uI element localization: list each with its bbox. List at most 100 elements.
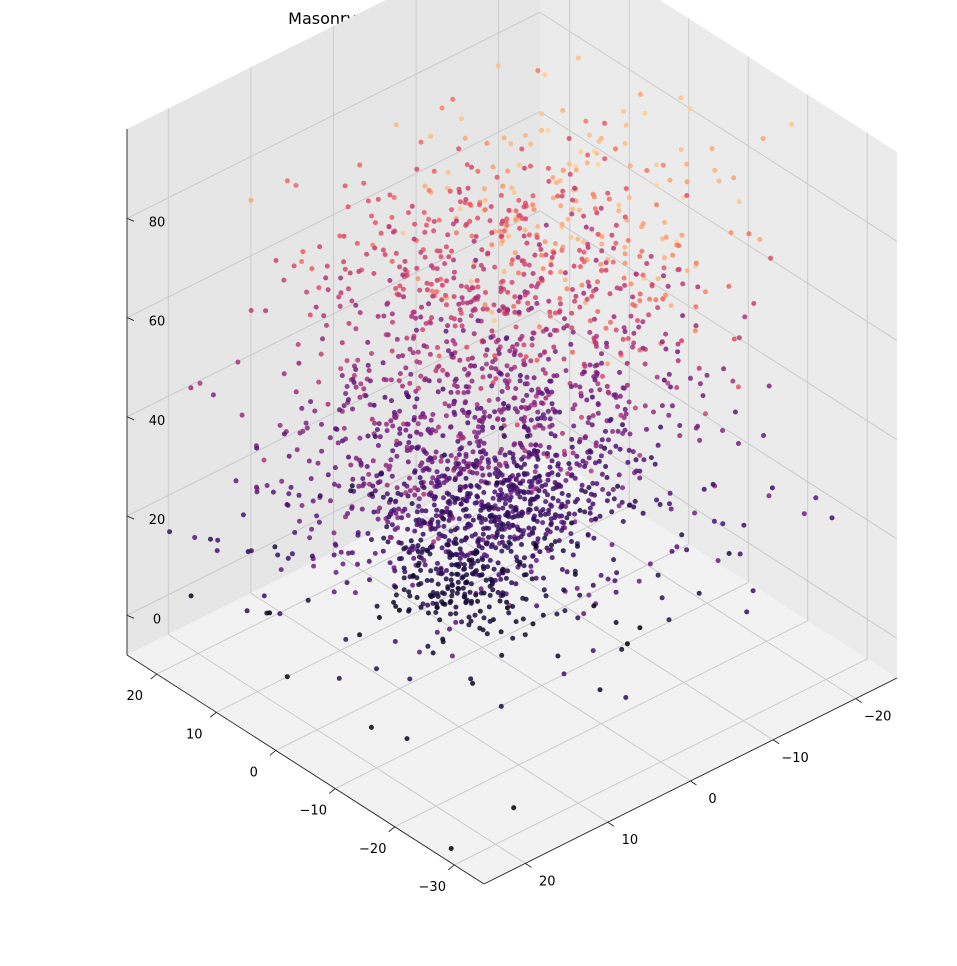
scatter-point [626,447,632,453]
scatter-point [598,205,604,211]
scatter-point [654,374,660,380]
scatter-point [469,164,474,170]
scatter-point [499,548,505,554]
scatter-point [475,215,481,221]
scatter-point [466,521,471,527]
scatter-point [448,389,454,395]
scatter-point [408,538,414,544]
scatter-point [294,447,300,453]
scatter-point [570,206,576,212]
scatter-point [368,724,374,730]
scatter-point [519,146,525,152]
scatter-point [547,378,553,384]
scatter-point [732,409,738,415]
scatter-point [572,499,578,505]
scatter-point [726,283,732,289]
scatter-point [662,219,667,225]
scatter-point [343,391,349,396]
scatter-point [433,368,439,374]
scatter-point [637,468,643,474]
scatter-point [407,593,413,599]
scatter-point [446,491,452,497]
scatter-point [518,513,524,519]
scatter-point [375,313,381,319]
scatter-point [436,363,442,369]
scatter-point [450,221,456,227]
scatter-point [378,230,384,236]
scatter-point [397,264,403,270]
scatter-point [697,381,703,387]
scatter-point [501,434,507,439]
scatter-point [369,351,374,356]
scatter-point [463,483,469,489]
scatter-point [264,483,270,488]
scatter-point [435,536,441,541]
scatter-point [639,248,645,254]
scatter-point [338,366,344,372]
scatter-point [519,456,525,462]
scatter-point [272,544,278,550]
scatter-point [613,327,619,333]
scatter-point [562,277,568,283]
scatter-point [478,507,484,513]
scatter-point [334,426,340,432]
scatter-point [500,238,506,244]
scatter-point [254,445,260,451]
scatter-point [357,162,363,168]
scatter-point [527,507,533,513]
scatter-point [299,259,305,264]
scatter-point [289,551,295,557]
scatter-point [445,169,451,175]
scatter-point [499,652,505,658]
scatter-point [457,431,463,437]
scatter-point [575,615,581,621]
scatter-point [517,440,523,446]
scatter-point [621,385,627,391]
scatter-point [457,199,463,205]
scatter-point [552,349,558,354]
scatter-point [521,358,527,364]
scatter-point [439,282,445,288]
scatter-point [445,323,451,329]
scatter-point [558,466,564,472]
scatter-point [684,193,690,198]
scatter-point [433,449,439,455]
scatter-point [539,391,545,397]
y-tick-label: 20 [539,874,556,889]
scatter-point [464,344,470,350]
scatter-point [462,553,468,559]
scatter-point [426,187,432,193]
scatter-point [522,381,528,387]
scatter-point [548,258,554,264]
scatter-point [616,208,622,214]
scatter-point [244,608,250,614]
scatter-point [449,351,455,357]
scatter-point [546,444,552,450]
scatter-point [580,458,586,464]
scatter-point [398,540,404,546]
scatter-point [568,234,574,240]
scatter-point [451,294,457,300]
scatter-point [522,133,528,138]
scatter-point [442,473,447,479]
scatter-point [511,395,517,401]
scatter-point [730,378,736,384]
scatter-point [522,261,528,267]
scatter-point [591,535,597,541]
scatter-point [631,330,637,336]
scatter-point [447,600,453,606]
scatter-point [270,489,276,495]
scatter-point [261,593,267,599]
scatter-point [505,521,511,527]
scatter-point [531,207,537,213]
scatter-point [434,629,440,635]
scatter-point [453,376,459,382]
scatter-point [447,188,453,194]
scatter-point [533,442,539,448]
scatter-point [606,390,612,396]
scatter-point [621,415,627,421]
scatter-point [604,498,610,504]
scatter-point [544,545,550,551]
scatter-point [647,561,653,567]
scatter-point [562,316,567,322]
